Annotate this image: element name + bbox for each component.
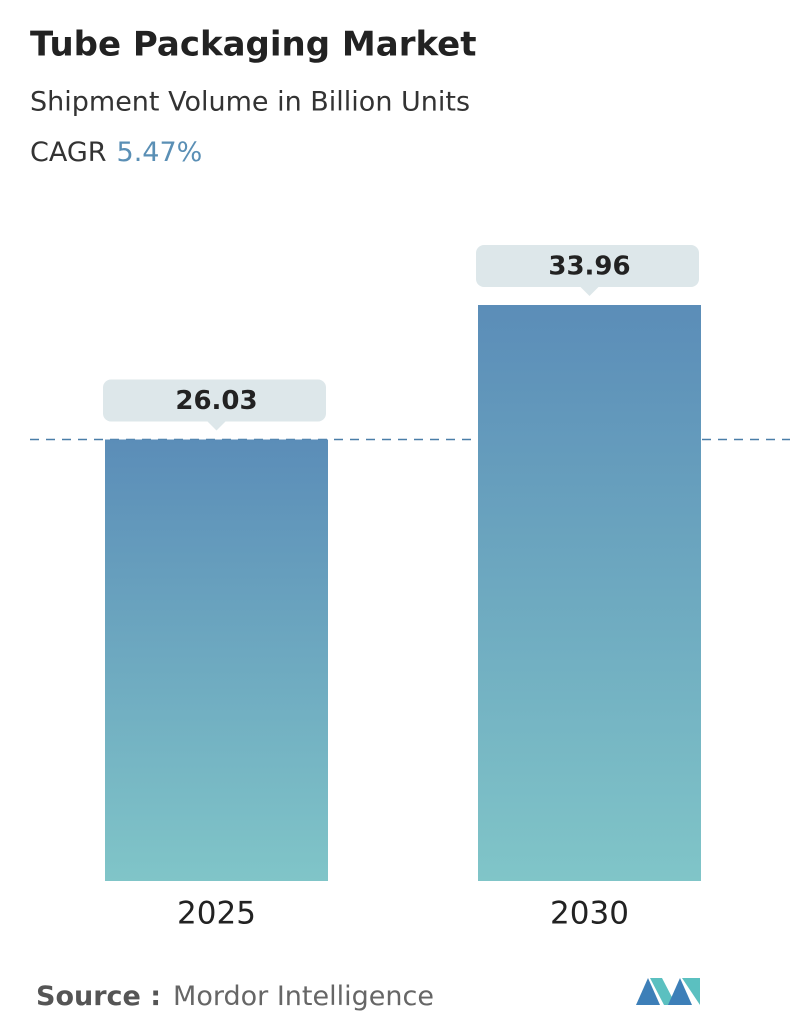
- source-name: Mordor Intelligence: [173, 981, 434, 1012]
- cagr-label: CAGR: [30, 137, 107, 168]
- value-label-pointer: [580, 287, 599, 296]
- value-label-pointer: [207, 421, 226, 431]
- cagr: CAGR 5.47%: [30, 137, 202, 168]
- source: Source : Mordor Intelligence: [36, 981, 434, 1012]
- bar: [105, 439, 328, 881]
- chart-subtitle: Shipment Volume in Billion Units: [30, 87, 470, 118]
- value-label-box: [476, 245, 699, 287]
- value-label: 33.96: [548, 252, 630, 282]
- bar: [478, 305, 701, 881]
- value-label: 26.03: [175, 386, 257, 416]
- x-tick-label: 2030: [550, 896, 629, 932]
- logo: [636, 978, 700, 1005]
- value-label-box: [103, 379, 326, 422]
- cagr-value: 5.47%: [117, 137, 203, 168]
- x-tick-label: 2025: [177, 896, 256, 932]
- chart-title: Tube Packaging Market: [30, 25, 476, 65]
- source-label: Source :: [36, 981, 161, 1012]
